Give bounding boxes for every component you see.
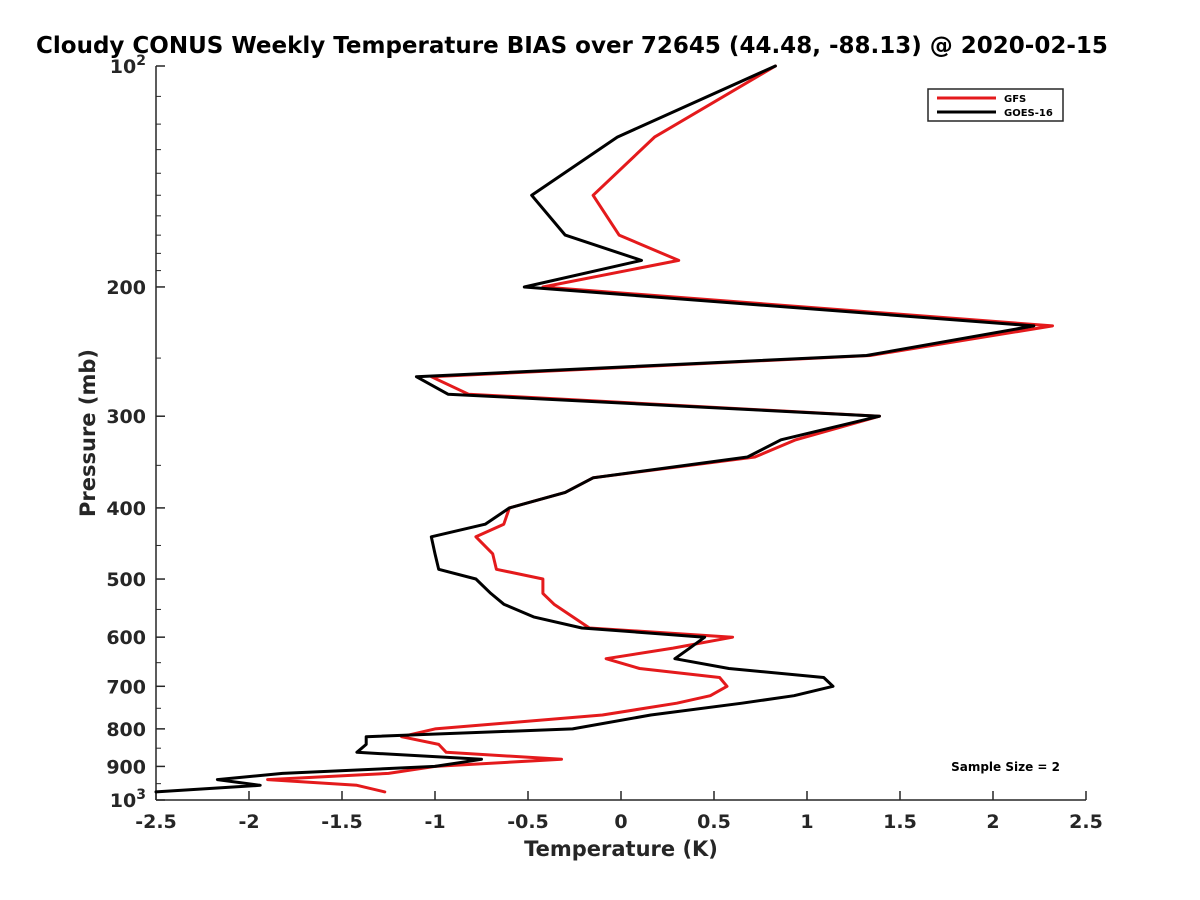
x-tick-label: -1: [424, 811, 445, 833]
x-tick-label: 1.5: [883, 811, 917, 833]
x-tick-label: -0.5: [507, 811, 549, 833]
y-tick-label: 400: [106, 498, 146, 520]
y-axis-label: Pressure (mb): [76, 349, 100, 517]
sample-size-annotation: Sample Size = 2: [951, 760, 1060, 774]
axes: -2.5 -2 -1.5 -1 -0.5 0 0.5 1 1.5 2 2.5 200 300 400 500…: [106, 53, 1103, 833]
y-tick-label-bottom: 103: [110, 787, 146, 812]
series-layer: [154, 64, 1054, 794]
y-tick-label: 800: [106, 719, 146, 741]
x-tick-label: -2.5: [135, 811, 177, 833]
y-tick-label: 600: [106, 627, 146, 649]
legend-label: GFS: [1004, 94, 1026, 105]
y-tick-label: 700: [106, 676, 146, 698]
x-tick-label: -1.5: [321, 811, 363, 833]
x-tick-label: 1: [800, 811, 813, 833]
x-tick-label: 0.5: [697, 811, 731, 833]
y-tick-label: 200: [106, 277, 146, 299]
y-tick-label: 900: [106, 756, 146, 778]
series-line-gfs: [266, 64, 1054, 794]
x-tick-label: 2.5: [1069, 811, 1103, 833]
y-tick-label-top: 102: [110, 53, 146, 78]
chart-title: Cloudy CONUS Weekly Temperature BIAS ove…: [36, 33, 1108, 59]
x-tick-label: 0: [614, 811, 627, 833]
y-tick-label: 300: [106, 406, 146, 428]
legend-label: GOES-16: [1004, 108, 1053, 119]
legend-box: [927, 88, 1064, 122]
x-tick-label: -2: [238, 811, 259, 833]
y-tick-label: 500: [106, 569, 146, 591]
legend: GFS GOES-16: [927, 88, 1064, 122]
series-line-goes-16: [154, 64, 1036, 794]
x-axis-label: Temperature (K): [524, 837, 718, 861]
x-tick-label: 2: [986, 811, 999, 833]
